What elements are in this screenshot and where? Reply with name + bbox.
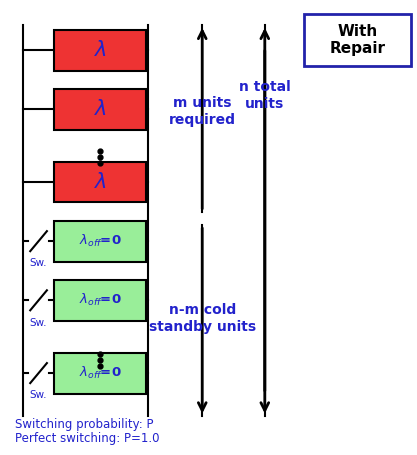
Bar [54, 30, 146, 71]
Text: m units
required: m units required [169, 96, 236, 126]
Bar [304, 14, 411, 66]
Text: $\lambda$: $\lambda$ [93, 172, 107, 192]
Bar [54, 353, 146, 394]
Text: Switching probability: P: Switching probability: P [15, 418, 153, 431]
Bar [54, 280, 146, 321]
Text: $\lambda_{off}$=0: $\lambda_{off}$=0 [79, 233, 121, 249]
Text: $\lambda$: $\lambda$ [93, 99, 107, 119]
Text: Sw.: Sw. [30, 390, 47, 400]
Text: n-m cold
standby units: n-m cold standby units [149, 303, 256, 334]
Text: With
Repair: With Repair [329, 24, 386, 56]
Text: Perfect switching: P=1.0: Perfect switching: P=1.0 [15, 432, 159, 445]
Text: $\lambda_{off}$=0: $\lambda_{off}$=0 [79, 365, 121, 381]
Bar [54, 89, 146, 130]
Text: Sw.: Sw. [30, 258, 47, 268]
Text: Sw.: Sw. [30, 318, 47, 328]
Text: $\lambda_{off}$=0: $\lambda_{off}$=0 [79, 292, 121, 308]
Text: $\lambda$: $\lambda$ [93, 40, 107, 60]
Bar [54, 221, 146, 262]
Text: n total
units: n total units [239, 81, 291, 111]
Bar [54, 162, 146, 202]
